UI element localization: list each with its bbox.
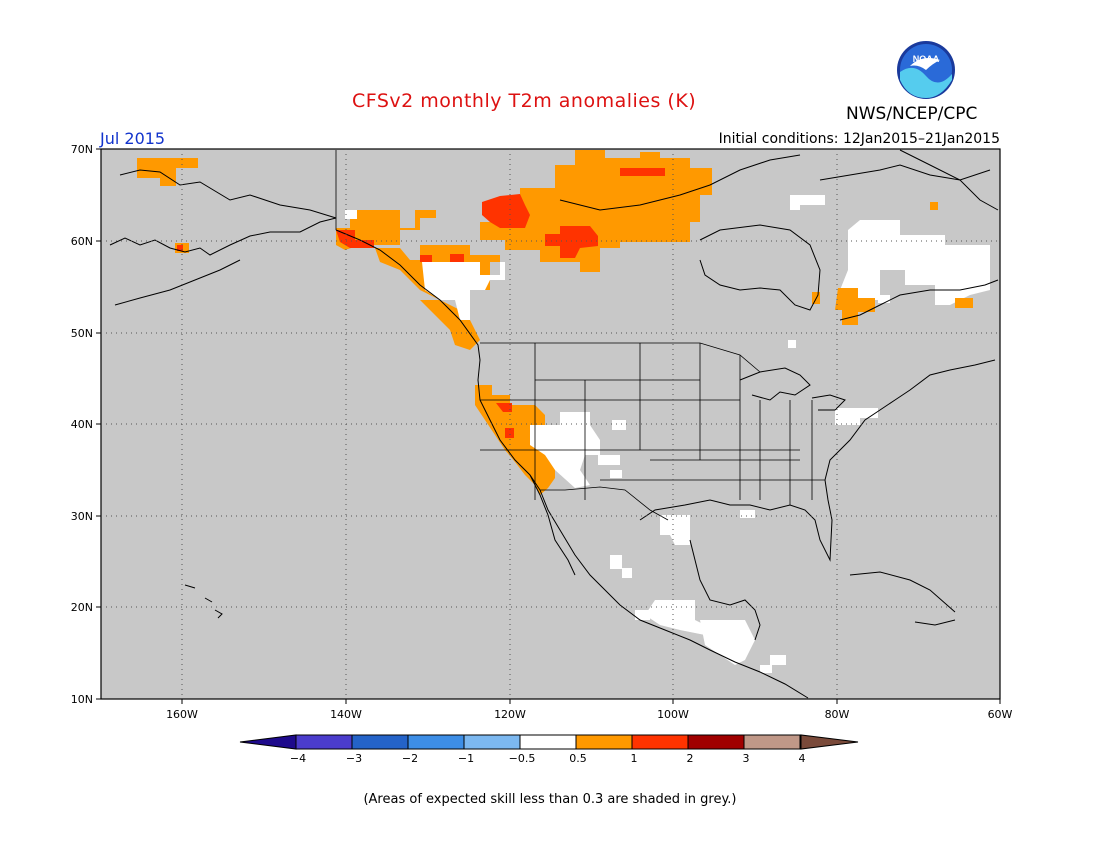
- colorbar-label: −0.5: [509, 752, 536, 765]
- colorbar-swatch: [351, 734, 409, 750]
- lat-label: 70N: [71, 143, 93, 156]
- lat-label: 10N: [71, 693, 93, 706]
- colorbar-label: 0.5: [569, 752, 587, 765]
- chart-title: CFSv2 monthly T2m anomalies (K): [352, 90, 697, 112]
- quebec-white: [840, 220, 990, 305]
- colorbar-label: −1: [458, 752, 474, 765]
- lon-labels: 160W 140W 120W 100W 80W 60W: [166, 708, 1012, 721]
- nwt-hot-2: [545, 226, 598, 258]
- colorbar-swatch: [463, 734, 521, 750]
- colorbar-label: 3: [743, 752, 750, 765]
- colorbar-swatch: [575, 734, 633, 750]
- lon-label: 60W: [988, 708, 1013, 721]
- alaska-north: [137, 158, 198, 186]
- anomaly-fields: [137, 150, 990, 673]
- axis-ticks: [96, 148, 1001, 704]
- lon-label: 100W: [657, 708, 689, 721]
- colorbar-swatch: [407, 734, 465, 750]
- central-america-white: [700, 620, 755, 665]
- lon-label: 160W: [166, 708, 198, 721]
- colorbar-label: −3: [346, 752, 362, 765]
- colorbar-swatch: [743, 734, 801, 750]
- initial-conditions: Initial conditions: 12Jan2015–21Jan2015: [718, 131, 1000, 147]
- lat-label: 40N: [71, 418, 93, 431]
- noaa-logo: NOAA: [897, 41, 955, 99]
- mexico-white: [660, 515, 690, 545]
- svg-text:NOAA: NOAA: [913, 54, 940, 64]
- nwt-hot-1: [482, 194, 530, 228]
- lat-label: 50N: [71, 327, 93, 340]
- colorbar-label: −4: [290, 752, 306, 765]
- lat-label: 20N: [71, 601, 93, 614]
- colorbar-label: 2: [687, 752, 694, 765]
- colorbar-arrow-right: [800, 734, 859, 750]
- colorbar: −4 −3 −2 −1 −0.5 0.5 1 2 3 4: [239, 734, 859, 765]
- coastlines: [109, 149, 999, 699]
- lon-label: 80W: [825, 708, 850, 721]
- graticule: [101, 149, 1000, 699]
- forecast-month: Jul 2015: [100, 129, 166, 148]
- hudson-bay-east: [835, 288, 875, 325]
- california-hot: [496, 403, 512, 412]
- borders: [335, 150, 825, 521]
- lon-label: 120W: [494, 708, 526, 721]
- lon-label: 140W: [330, 708, 362, 721]
- new-england-white: [835, 408, 878, 425]
- colorbar-arrow-left: [239, 734, 297, 750]
- colorbar-swatch: [519, 734, 577, 750]
- colorbar-label: −2: [402, 752, 418, 765]
- colorbar-swatch: [295, 734, 353, 750]
- nwt-large: [480, 150, 712, 272]
- colorbar-swatch: [687, 734, 745, 750]
- lat-label: 30N: [71, 510, 93, 523]
- lat-labels: 10N 20N 30N 40N 50N 60N 70N: [71, 143, 93, 706]
- colorbar-label: 1: [631, 752, 638, 765]
- skill-note: (Areas of expected skill less than 0.3 a…: [363, 792, 737, 807]
- colorbar-swatch: [631, 734, 689, 750]
- lat-label: 60N: [71, 235, 93, 248]
- colorbar-label: 4: [799, 752, 806, 765]
- labrador-white: [790, 195, 825, 210]
- agency-label: NWS/NCEP/CPC: [846, 104, 978, 124]
